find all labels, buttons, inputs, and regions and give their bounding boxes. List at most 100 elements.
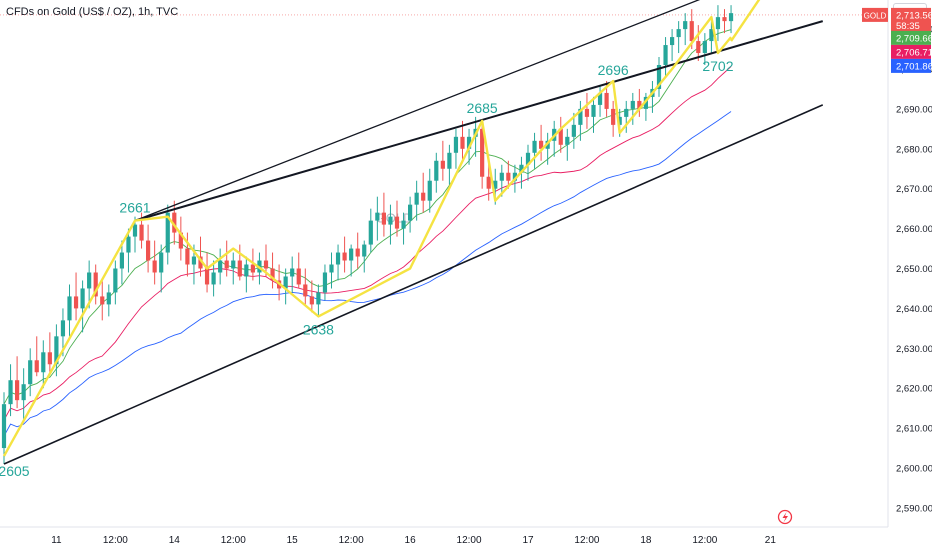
candle-body (578, 108, 583, 125)
candle-body (349, 248, 354, 261)
candle-body (709, 29, 714, 42)
ma-value-tag (891, 58, 931, 73)
y-tick-label: 2,630.00 (896, 344, 932, 355)
y-tick-label: 2,660.00 (896, 224, 932, 235)
candle-body (427, 180, 432, 201)
x-tick-label: 12:00 (103, 535, 128, 546)
candle-body (165, 212, 170, 253)
candle-body (512, 172, 517, 181)
candle-body (8, 380, 13, 405)
candle-body (119, 252, 124, 269)
candle-body (244, 264, 249, 277)
candle-body (34, 360, 39, 373)
candle-body (198, 256, 203, 269)
candle-body (414, 192, 419, 205)
y-tick-label: 2,670.00 (896, 184, 932, 195)
candle-body (728, 13, 734, 22)
candle-body (106, 292, 111, 305)
candle-body (565, 136, 570, 145)
candle-body (73, 296, 79, 309)
candle-body (355, 248, 360, 257)
candle-body (309, 296, 314, 305)
channel-line[interactable] (3, 104, 824, 465)
x-tick-label: 17 (522, 535, 534, 546)
candle-body (643, 96, 648, 109)
x-tick-label: 11 (51, 535, 62, 546)
candle-body (126, 236, 131, 253)
current-price-label: 2,713.56 (896, 10, 932, 21)
candle-body (342, 252, 347, 261)
candle-body (480, 128, 485, 177)
candle-body (453, 136, 459, 153)
zigzag-line[interactable] (2, 15, 732, 457)
candle-body (296, 268, 301, 285)
candle-body (591, 104, 596, 117)
x-tick-label: 12:00 (692, 535, 717, 546)
candle-body (722, 17, 727, 22)
candle-body (152, 260, 157, 273)
ma-value-label: 2,701.86 (896, 61, 932, 72)
pivot-label: 2638 (303, 321, 334, 337)
candle-body (440, 160, 445, 169)
candle-body (408, 204, 413, 221)
channel-line[interactable] (134, 20, 824, 222)
ma-value-tag (891, 44, 931, 59)
x-tick-label: 12:00 (574, 535, 599, 546)
candle-body (637, 100, 642, 109)
candle-body (15, 380, 20, 401)
channel-line[interactable] (134, 0, 823, 222)
pivot-label: 2696 (598, 62, 629, 78)
candle-body (335, 252, 341, 265)
candle-body (93, 272, 98, 297)
y-tick-label: 2,640.00 (896, 304, 932, 315)
pivot-label: 2605 (0, 463, 30, 479)
candle-body (571, 124, 576, 137)
x-tick-label: 21 (765, 535, 777, 546)
candle-body (362, 244, 367, 257)
candle-body (499, 172, 504, 181)
candle-body (204, 268, 210, 285)
candle-body (381, 212, 386, 225)
x-tick-label: 16 (405, 535, 417, 546)
candle-body (689, 21, 694, 42)
candle-body (460, 136, 465, 149)
candle-body (368, 220, 373, 245)
candle-body (159, 252, 164, 273)
candle-body (532, 140, 537, 153)
candle-body (663, 45, 668, 66)
pivot-label: 2685 (467, 100, 498, 116)
candle-body (178, 232, 183, 249)
candle-body (630, 100, 635, 109)
ma-value-tag (891, 30, 931, 45)
candle-body (263, 260, 269, 269)
candle-body (611, 108, 616, 125)
candle-body (670, 37, 675, 46)
candle-body (519, 164, 524, 173)
candle-body (558, 128, 563, 145)
candle-body (224, 260, 229, 269)
lightning-icon (782, 512, 788, 523)
candle-body (597, 92, 603, 105)
candle-body (624, 108, 629, 117)
candle-body (1, 404, 7, 449)
candle-body (211, 272, 216, 285)
candle-body (132, 224, 138, 237)
y-tick-label: 2,610.00 (896, 424, 932, 435)
ma-mid-line (3, 66, 732, 421)
candle-body (303, 284, 308, 297)
candle-body (100, 296, 105, 305)
candle-body (41, 352, 46, 373)
candle-body (54, 336, 59, 365)
candle-body (139, 224, 144, 241)
y-tick-label: 2,620.00 (896, 384, 932, 395)
pivot-label: 2661 (119, 200, 150, 216)
candle-body (401, 220, 406, 229)
bar-countdown: 58:35 (896, 21, 920, 32)
zigzag-arrow-line[interactable] (730, 0, 777, 42)
candle-body (185, 248, 190, 265)
pivot-label: 2702 (702, 58, 733, 74)
candle-body (237, 260, 242, 277)
y-tick-label: 2,690.00 (896, 104, 932, 115)
candle-body (283, 276, 288, 289)
